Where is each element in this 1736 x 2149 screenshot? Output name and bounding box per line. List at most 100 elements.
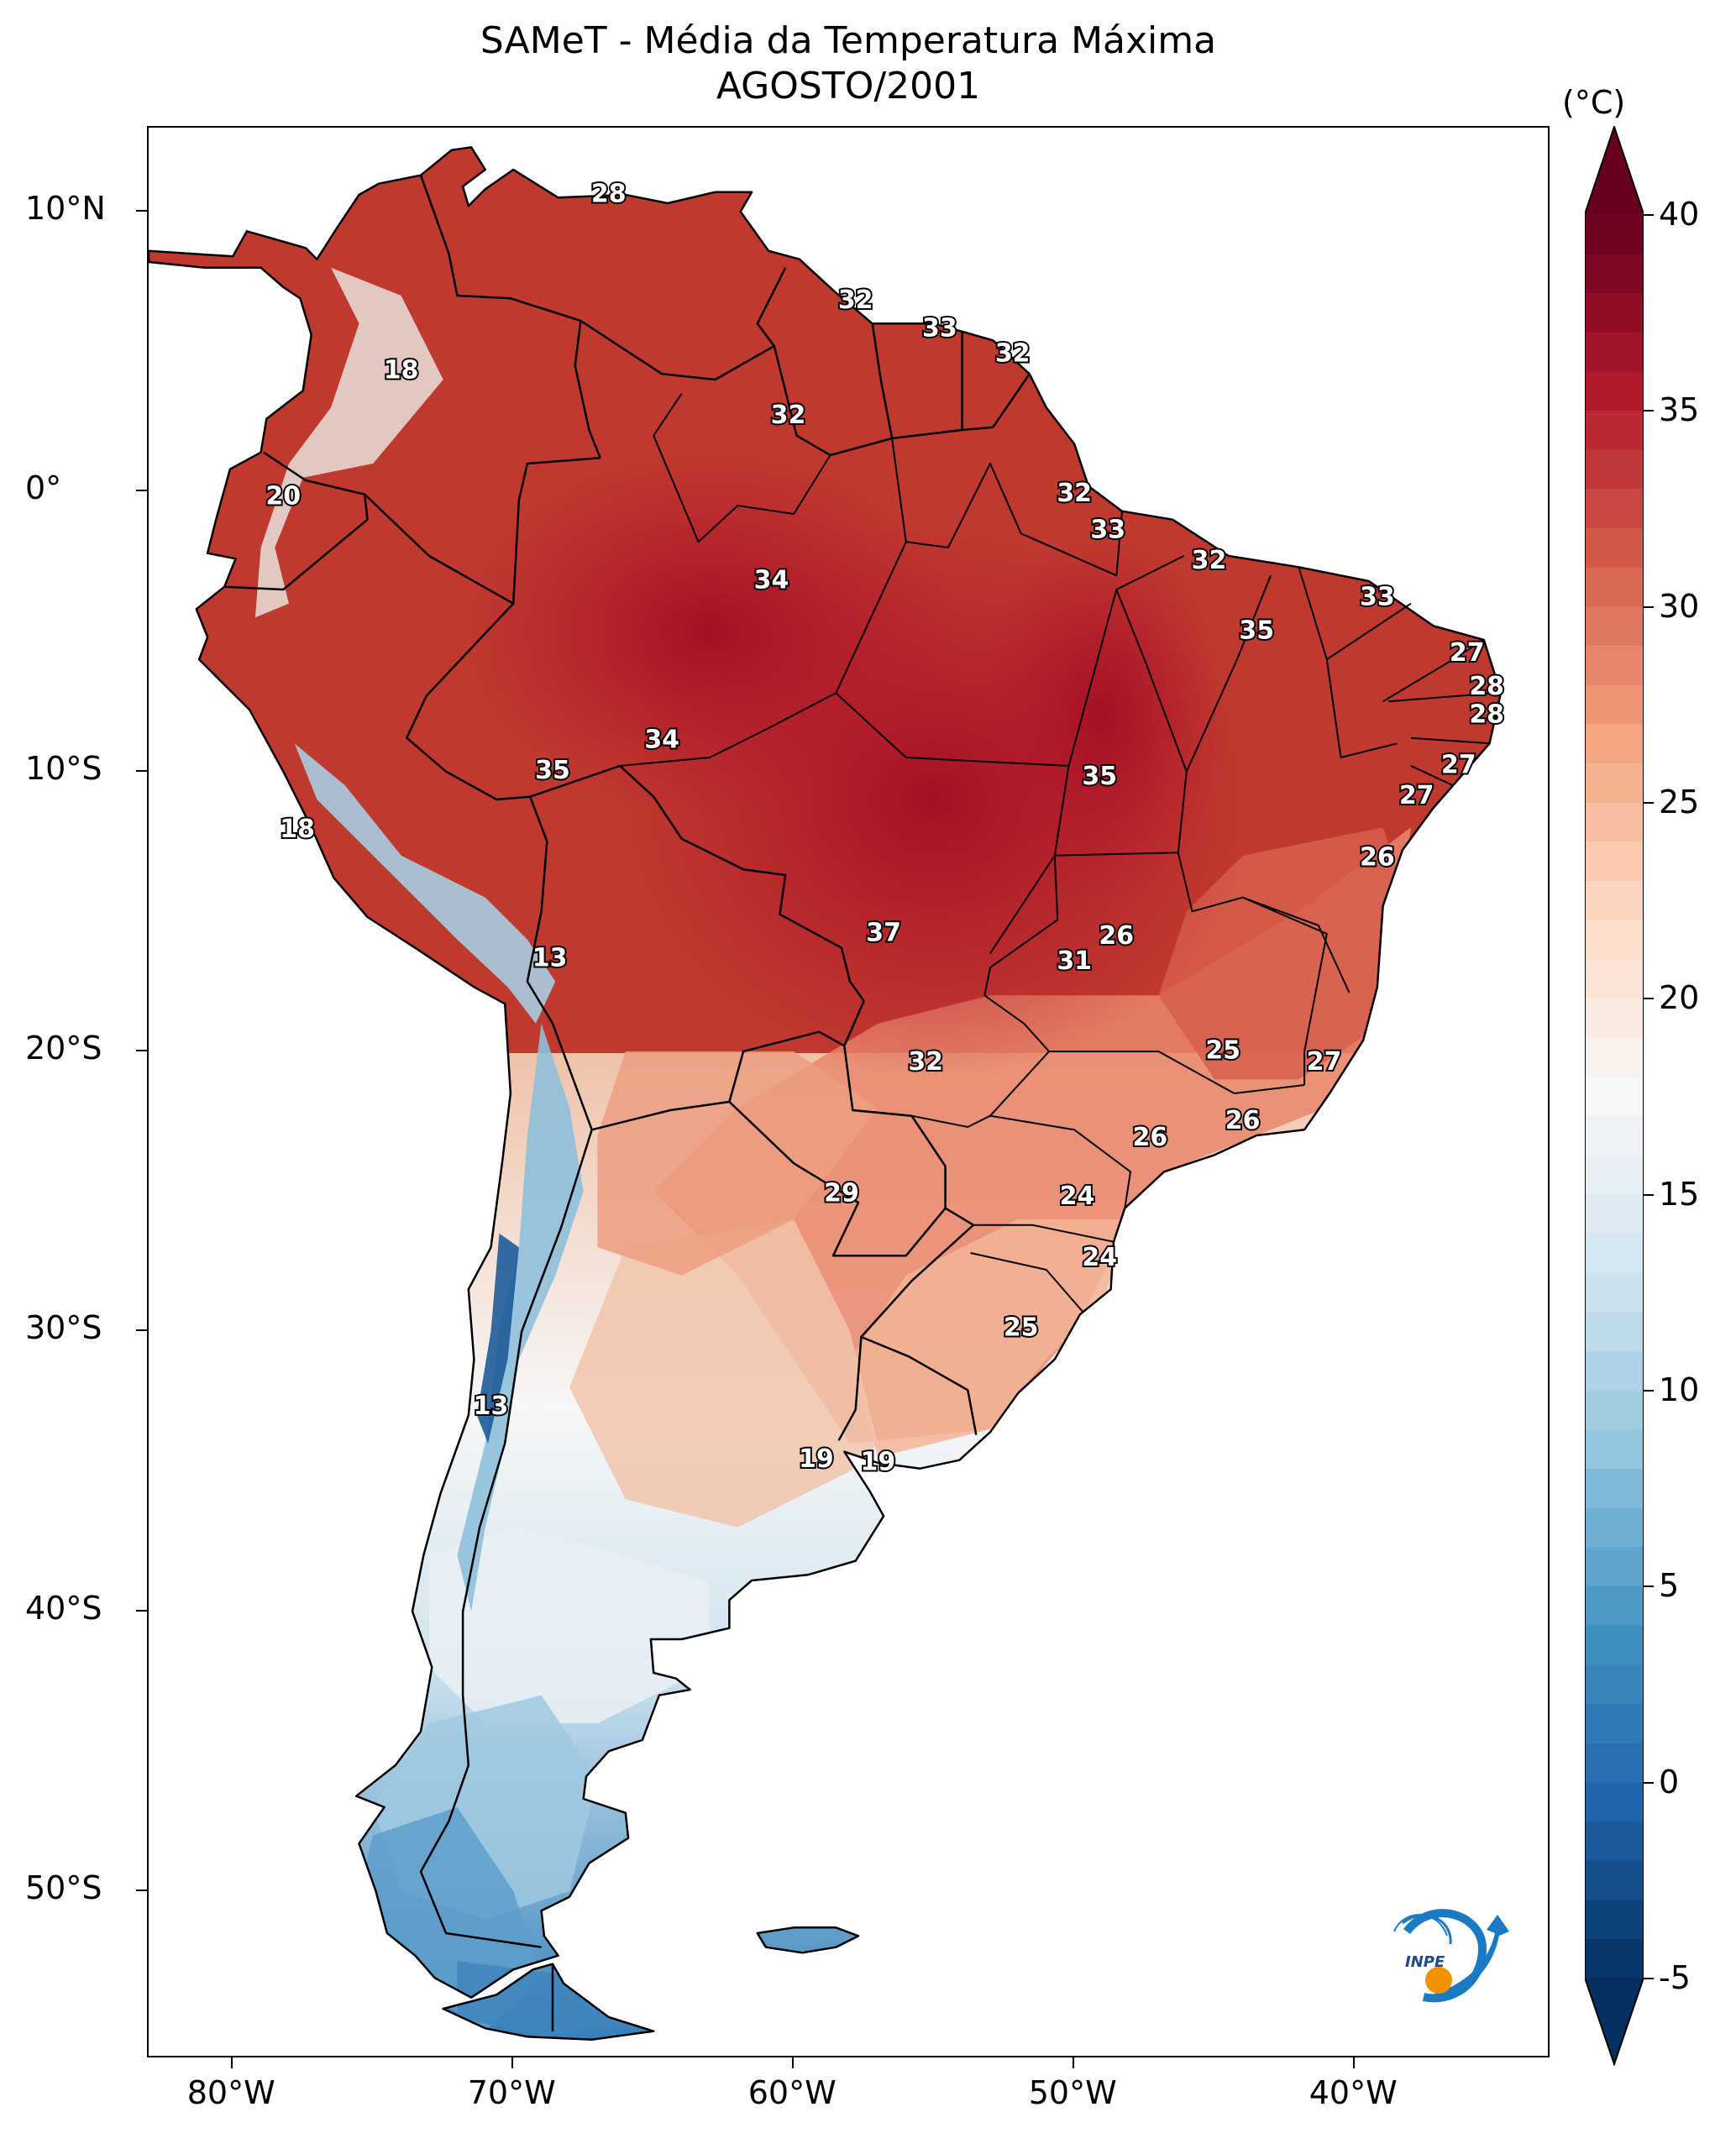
state-border-1 <box>620 438 907 767</box>
country-border-6 <box>224 451 369 591</box>
colorbar-band <box>1585 292 1644 333</box>
contour-label: 35 <box>535 756 570 785</box>
contour-label: 35 <box>1082 762 1117 791</box>
colorbar-band <box>1585 1821 1644 1861</box>
temperature-zone-northpatagonia <box>429 1527 710 1723</box>
colorbar-band <box>1585 370 1644 411</box>
contour-label: 25 <box>1004 1313 1039 1343</box>
colorbar-band <box>1585 1860 1644 1900</box>
contour-label: 27 <box>1441 751 1476 780</box>
colorbar-tick-mark <box>1644 1193 1654 1196</box>
temperature-andes-cold-1 <box>294 743 556 1024</box>
temperature-andes-coldest <box>476 1233 519 1444</box>
contour-label: 33 <box>1360 583 1395 612</box>
contour-label: 28 <box>1469 672 1504 701</box>
colorbar-tick-mark <box>1644 214 1654 216</box>
y-tick-label: 50°S <box>25 1869 102 1906</box>
colorbar-extend-max <box>1585 126 1644 214</box>
colorbar-outline <box>1585 126 1644 2066</box>
y-tick-label: 20°S <box>25 1030 102 1067</box>
colorbar-band <box>1585 567 1644 607</box>
contour-label: 27 <box>1450 638 1485 668</box>
colorbar-tick-mark <box>1644 605 1654 608</box>
colorbar <box>1585 126 1644 2066</box>
contour-label: 32 <box>908 1047 943 1077</box>
contour-label: 28 <box>1469 700 1504 730</box>
colorbar-band <box>1585 763 1644 803</box>
contour-label: 32 <box>1057 479 1092 508</box>
country-border-10 <box>551 1000 865 1131</box>
y-tick-mark <box>136 210 147 212</box>
colorbar-band <box>1585 1781 1644 1821</box>
colorbar-tick-mark <box>1644 802 1654 804</box>
colorbar-tick-label: -5 <box>1659 1959 1691 1996</box>
colorbar-tick-mark <box>1644 1781 1654 1784</box>
colorbar-band <box>1585 1507 1644 1548</box>
chart-subtitle: AGOSTO/2001 <box>716 65 981 107</box>
x-tick-label: 40°W <box>1309 2074 1398 2111</box>
contour-label: 24 <box>1060 1182 1095 1211</box>
colorbar-band <box>1585 1115 1644 1156</box>
coastline <box>149 146 1503 2041</box>
country-border-13 <box>860 1335 978 1435</box>
temperature-andes-cold-2 <box>457 1023 584 1612</box>
contour-label: 25 <box>1205 1036 1240 1066</box>
colorbar-band <box>1585 488 1644 528</box>
contour-label: 26 <box>1133 1123 1168 1152</box>
x-tick-mark <box>792 2057 795 2068</box>
colorbar-tick-label: 15 <box>1659 1175 1700 1213</box>
temperature-field <box>149 146 1503 2041</box>
colorbar-tick-label: 30 <box>1659 587 1700 625</box>
contour-label: 32 <box>995 339 1031 369</box>
colorbar-band <box>1585 1625 1644 1665</box>
colorbar-tick-mark <box>1644 1586 1654 1588</box>
colorbar-band <box>1585 1703 1644 1743</box>
contour-label: 34 <box>644 726 679 755</box>
colorbar-band <box>1585 1468 1644 1508</box>
colorbar-band <box>1585 1899 1644 1939</box>
colorbar-tick-label: 10 <box>1659 1371 1700 1408</box>
x-tick-mark <box>511 2057 514 2068</box>
country-border-11 <box>728 1046 947 1257</box>
temperature-hot-amazon <box>458 447 962 816</box>
colorbar-tick-label: 40 <box>1659 196 1700 233</box>
temperature-zone-pampas <box>569 1219 878 1528</box>
contour-label: 19 <box>799 1444 834 1474</box>
temperature-zone-chaco <box>597 1051 878 1276</box>
colorbar-band <box>1585 958 1644 998</box>
chart-title: SAMeT - Média da Temperatura Máxima <box>480 19 1217 62</box>
x-tick-label: 50°W <box>1028 2074 1117 2111</box>
contour-label: 26 <box>1360 843 1395 873</box>
contour-label: 32 <box>1192 546 1227 575</box>
state-border-13 <box>1177 852 1351 993</box>
state-border-19 <box>970 1252 1083 1313</box>
colorbar-tick-mark <box>1644 1978 1654 1979</box>
state-border-20 <box>989 855 1056 954</box>
colorbar-band <box>1585 332 1644 372</box>
colorbar-band <box>1585 449 1644 490</box>
contour-label: 26 <box>1099 921 1134 951</box>
contour-label: 35 <box>1239 616 1274 646</box>
colorbar-tick-mark <box>1644 1390 1654 1392</box>
contour-label: 26 <box>1225 1106 1261 1135</box>
country-border-7 <box>364 493 531 801</box>
x-tick-label: 60°W <box>747 2074 837 2111</box>
colorbar-band <box>1585 1311 1644 1351</box>
contour-label: 37 <box>866 919 901 948</box>
contour-label: 13 <box>474 1392 509 1421</box>
state-border-16 <box>911 1051 1050 1128</box>
chart-title-block: SAMeT - Média da Temperatura Máxima AGOS… <box>147 18 1550 109</box>
colorbar-band <box>1585 802 1644 842</box>
contour-label: 34 <box>754 566 789 595</box>
country-border-12 <box>837 1207 975 1441</box>
colorbar-unit: (°C) <box>1562 84 1626 121</box>
x-tick-label: 70°W <box>467 2074 556 2111</box>
state-border-8 <box>1326 602 1412 661</box>
y-tick-label: 0° <box>25 469 62 507</box>
contour-label: 27 <box>1399 781 1434 810</box>
state-border-12 <box>1410 765 1454 787</box>
temperature-field-clipped <box>149 147 1501 2040</box>
y-tick-mark <box>136 1050 147 1051</box>
colorbar-band <box>1585 1664 1644 1704</box>
